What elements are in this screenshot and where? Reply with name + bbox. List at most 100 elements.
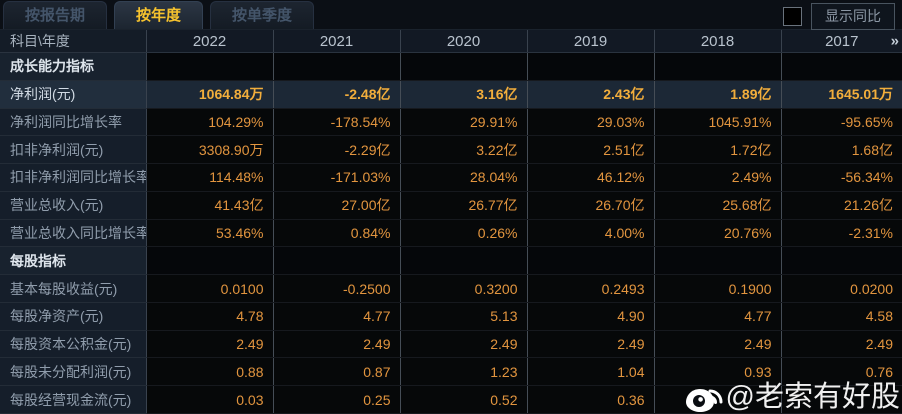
cell-value bbox=[654, 385, 782, 414]
cell-value: 29.91% bbox=[400, 108, 528, 137]
show-yoy-checkbox[interactable] bbox=[783, 7, 802, 26]
row-label: 每股指标 bbox=[0, 246, 147, 276]
cell-value: 27.00亿 bbox=[273, 191, 401, 220]
cell-value: -56.34% bbox=[781, 163, 902, 192]
yoy-controls: 显示同比 bbox=[783, 3, 895, 30]
cell-value: -2.48亿 bbox=[273, 80, 401, 109]
tab-by-report-period[interactable]: 按报告期 bbox=[3, 1, 108, 29]
cell-value: 5.13 bbox=[400, 302, 528, 331]
cell-value bbox=[781, 246, 902, 276]
cell-value: 26.77亿 bbox=[400, 191, 528, 220]
cell-value: 0.36 bbox=[527, 385, 655, 414]
year-header-2021: 2021 bbox=[273, 30, 401, 53]
period-tab-bar: 按报告期 按年度 按单季度 显示同比 bbox=[0, 0, 902, 30]
cell-value: 41.43亿 bbox=[146, 191, 274, 220]
row-label: 基本每股收益(元) bbox=[0, 274, 147, 303]
row-label: 营业总收入(元) bbox=[0, 191, 147, 220]
cell-value: 2.51亿 bbox=[527, 135, 655, 165]
tab-by-single-quarter[interactable]: 按单季度 bbox=[210, 1, 315, 29]
cell-value: 4.78 bbox=[146, 302, 274, 331]
cell-value: -2.29亿 bbox=[273, 135, 401, 165]
cell-value: 3.16亿 bbox=[400, 80, 528, 109]
table-row: 每股指标 bbox=[0, 246, 902, 276]
cell-value: 0.93 bbox=[654, 357, 782, 387]
table-header-row: 科目\年度 2022 2021 2020 2019 2018 2017» bbox=[0, 30, 902, 53]
cell-value bbox=[527, 246, 655, 276]
year-header-2018: 2018 bbox=[654, 30, 782, 53]
cell-value: 21.26亿 bbox=[781, 191, 902, 220]
cell-value: 0.3200 bbox=[400, 274, 528, 303]
corner-header: 科目\年度 bbox=[0, 30, 147, 53]
cell-value: 0.25 bbox=[273, 385, 401, 414]
cell-value: 1.72亿 bbox=[654, 135, 782, 165]
row-label: 净利润同比增长率 bbox=[0, 108, 147, 137]
cell-value: 26.70亿 bbox=[527, 191, 655, 220]
cell-value: 1.89亿 bbox=[654, 80, 782, 109]
row-label: 每股资本公积金(元) bbox=[0, 330, 147, 359]
row-label: 每股经营现金流(元) bbox=[0, 385, 147, 414]
cell-value: 0.84% bbox=[273, 219, 401, 248]
cell-value bbox=[273, 246, 401, 276]
year-header-2017: 2017» bbox=[781, 30, 902, 53]
table-row: 基本每股收益(元) 0.0100 -0.2500 0.3200 0.2493 0.1900… bbox=[0, 274, 902, 303]
row-label: 营业总收入同比增长率 bbox=[0, 219, 147, 248]
cell-value: 0.87 bbox=[273, 357, 401, 387]
cell-value: 2.49 bbox=[654, 330, 782, 359]
cell-value: 0.1900 bbox=[654, 274, 782, 303]
cell-value: 0.76 bbox=[781, 357, 902, 387]
cell-value: 4.58 bbox=[781, 302, 902, 331]
cell-value: 1045.91% bbox=[654, 108, 782, 137]
table-row: 每股资本公积金(元) 2.49 2.49 2.49 2.49 2.49 2.49 bbox=[0, 330, 902, 359]
year-header-2020: 2020 bbox=[400, 30, 528, 53]
cell-value: 0.52 bbox=[400, 385, 528, 414]
row-label: 每股净资产(元) bbox=[0, 302, 147, 331]
cell-value: 20.76% bbox=[654, 219, 782, 248]
cell-value: 2.49 bbox=[527, 330, 655, 359]
cell-value: 114.48% bbox=[146, 163, 274, 192]
tab-by-year[interactable]: 按年度 bbox=[114, 1, 204, 29]
cell-value: 2.49 bbox=[273, 330, 401, 359]
cell-value bbox=[273, 52, 401, 81]
cell-value: 4.77 bbox=[654, 302, 782, 331]
cell-value: 2.49 bbox=[781, 330, 902, 359]
row-label: 净利润(元) bbox=[0, 80, 147, 109]
cell-value: 0.88 bbox=[146, 357, 274, 387]
table-row: 扣非净利润(元) 3308.90万 -2.29亿 3.22亿 2.51亿 1.72亿 1.6… bbox=[0, 135, 902, 165]
table-row: 每股净资产(元) 4.78 4.77 5.13 4.90 4.77 4.58 bbox=[0, 302, 902, 331]
year-header-2019: 2019 bbox=[527, 30, 655, 53]
cell-value: 1.04 bbox=[527, 357, 655, 387]
cell-value: 2.49% bbox=[654, 163, 782, 192]
cell-value: 1.68亿 bbox=[781, 135, 902, 165]
show-yoy-label[interactable]: 显示同比 bbox=[811, 3, 895, 30]
table-row: 营业总收入同比增长率 53.46% 0.84% 0.26% 4.00% 20.76% -2.… bbox=[0, 219, 902, 248]
cell-value: 0.2493 bbox=[527, 274, 655, 303]
table-row: 营业总收入(元) 41.43亿 27.00亿 26.77亿 26.70亿 25.68亿 21… bbox=[0, 191, 902, 220]
row-label: 每股未分配利润(元) bbox=[0, 357, 147, 387]
cell-value: 4.00% bbox=[527, 219, 655, 248]
cell-value: 1645.01万 bbox=[781, 80, 902, 109]
cell-value: 2.49 bbox=[400, 330, 528, 359]
cell-value: 0.0200 bbox=[781, 274, 902, 303]
cell-value: 104.29% bbox=[146, 108, 274, 137]
cell-value bbox=[527, 52, 655, 81]
cell-value: 2.43亿 bbox=[527, 80, 655, 109]
cell-value bbox=[146, 52, 274, 81]
cell-value: 3.22亿 bbox=[400, 135, 528, 165]
table-row: 净利润(元) 1064.84万 -2.48亿 3.16亿 2.43亿 1.89亿 1645.… bbox=[0, 80, 902, 109]
table-row: 成长能力指标 bbox=[0, 52, 902, 81]
cell-value: 53.46% bbox=[146, 219, 274, 248]
cell-value bbox=[654, 246, 782, 276]
cell-value: 0.26% bbox=[400, 219, 528, 248]
cell-value: -171.03% bbox=[273, 163, 401, 192]
cell-value: 4.90 bbox=[527, 302, 655, 331]
table-row: 每股经营现金流(元) 0.03 0.25 0.52 0.36 bbox=[0, 385, 902, 414]
cell-value bbox=[146, 246, 274, 276]
cell-value: 0.0100 bbox=[146, 274, 274, 303]
cell-value bbox=[781, 52, 902, 81]
cell-value: 25.68亿 bbox=[654, 191, 782, 220]
more-years-icon[interactable]: » bbox=[890, 32, 899, 50]
cell-value: 46.12% bbox=[527, 163, 655, 192]
cell-value: -95.65% bbox=[781, 108, 902, 137]
table-row: 扣非净利润同比增长率 114.48% -171.03% 28.04% 46.12% 2.4… bbox=[0, 163, 902, 192]
cell-value: 1064.84万 bbox=[146, 80, 274, 109]
